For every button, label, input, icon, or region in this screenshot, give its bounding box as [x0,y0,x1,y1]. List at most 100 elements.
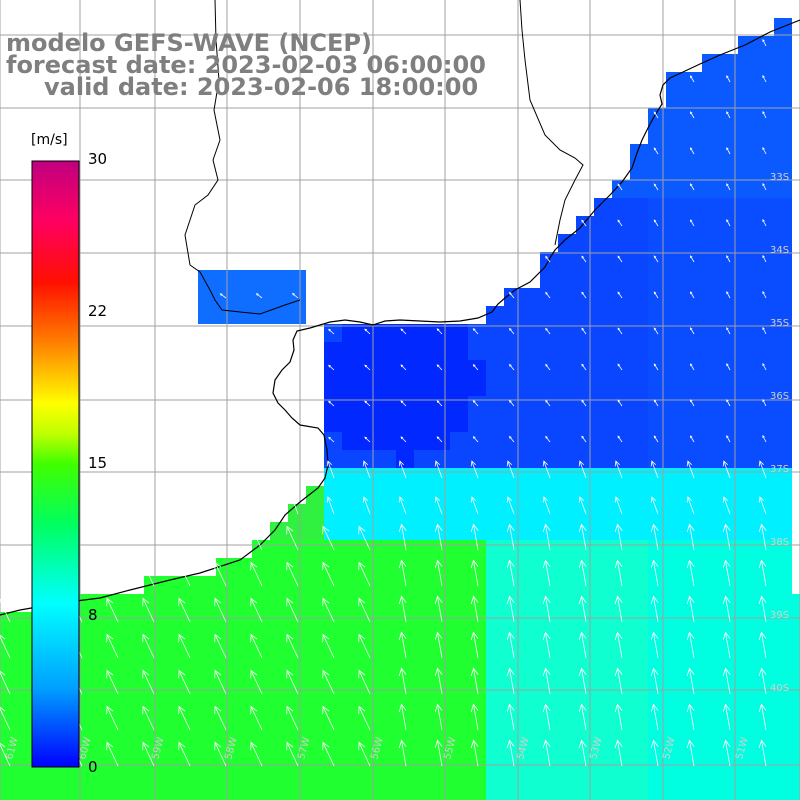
wind-arrow [653,524,659,551]
wind-arrow-head [722,739,731,748]
wind-cell [612,720,630,738]
wind-cell [468,720,486,738]
wind-arrow-head [690,183,693,187]
wind-cell [666,252,684,270]
wind-arrow-head [358,669,366,679]
wind-cell [540,558,558,576]
wind-cell [144,684,162,702]
wind-cell [594,234,612,252]
wind-cell [288,504,306,522]
wind-cell [180,594,198,612]
wind-cell [378,666,396,684]
wind-cell [612,378,630,396]
wind-cell [666,774,684,792]
wind-cell [306,702,324,720]
wind-cell [162,648,180,666]
wind-cell [666,198,684,216]
wind-cell [324,630,342,648]
wind-arrow-head [470,496,477,503]
wind-cell [396,522,414,540]
wind-arrow [581,704,587,731]
wind-cell [522,630,540,648]
wind-arrow-head [690,327,693,331]
wind-cell [612,684,630,702]
wind-cell [270,594,288,612]
wind-cell [450,774,468,792]
wind-arrow-head [0,634,6,640]
wind-cell [360,504,378,522]
wind-arrow [250,562,263,587]
wind-cell [342,450,360,468]
wind-cell [468,792,486,800]
wind-arrow [653,668,659,695]
wind-cell [540,522,558,540]
wind-arrow-head [686,739,695,748]
wind-cell [360,576,378,594]
wind-cell [108,774,126,792]
wind-arrow [364,364,371,371]
wind-arrow [0,635,11,659]
wind-cell [252,738,270,756]
wind-cell [720,72,738,90]
wind-arrow-head [362,496,369,503]
wind-arrow [687,460,695,479]
wind-cell [126,684,144,702]
wind-cell [360,720,378,738]
wind-arrow-head [722,559,731,568]
wind-cell [666,684,684,702]
wind-cell [36,774,54,792]
wind-cell [414,558,432,576]
wind-cell [594,324,612,342]
wind-cell [594,216,612,234]
wind-cell [756,198,774,216]
wind-cell [774,306,792,324]
wind-arrow-head [250,669,258,679]
wind-cell [360,630,378,648]
wind-cell [342,558,360,576]
wind-arrow [509,328,515,335]
wind-cell [270,630,288,648]
wind-cell [684,234,702,252]
wind-arrow [401,704,407,731]
wind-cell [162,594,180,612]
wind-cell [738,414,756,432]
wind-cell [162,720,180,738]
wind-cell [450,486,468,504]
wind-arrow [581,668,587,695]
wind-cell [558,648,576,666]
wind-cell [468,342,486,360]
wind-cell [648,414,666,432]
wind-arrow-head [686,667,695,676]
wind-cell [342,504,360,522]
wind-arrow-head [434,595,443,604]
wind-cell [270,720,288,738]
wind-cell [558,468,576,486]
wind-cell [720,414,738,432]
wind-cell [522,342,540,360]
wind-arrow [617,435,623,443]
wind-arrow-head [578,496,585,503]
wind-arrow [762,363,767,371]
wind-arrow-head [726,363,729,366]
wind-arrow-head [509,435,512,439]
wind-cell [0,738,18,756]
wind-cell [180,792,198,800]
wind-arrow [690,75,695,83]
wind-cell [522,504,540,522]
wind-cell [504,702,522,720]
wind-arrow [761,668,767,695]
wind-cell [630,414,648,432]
wind-cell [702,648,720,666]
wind-cell [432,630,450,648]
wind-cell [540,612,558,630]
wind-arrow-head [472,364,476,367]
wind-cell [270,792,288,800]
wind-cell [774,576,792,594]
wind-cell [360,342,378,360]
wind-arrow [581,256,587,263]
wind-arrow [579,460,587,479]
lat-label: 33S [770,172,789,183]
wind-cell [162,612,180,630]
wind-cell [630,630,648,648]
